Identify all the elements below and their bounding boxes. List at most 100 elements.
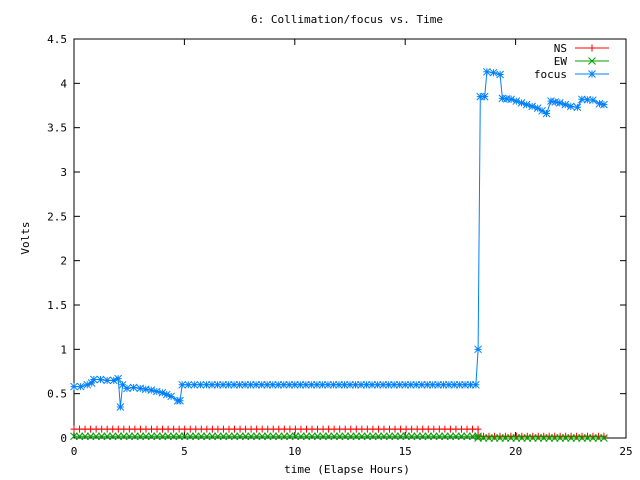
legend-marker-ew	[588, 57, 596, 65]
data-point	[466, 380, 475, 389]
data-point	[191, 432, 200, 441]
data-point	[136, 432, 145, 441]
series-ns	[70, 425, 608, 440]
data-point	[412, 380, 421, 389]
legend-label-ns: NS	[554, 42, 567, 55]
data-point	[413, 432, 422, 441]
data-point	[457, 432, 466, 441]
data-point	[246, 380, 255, 389]
series-focus	[70, 67, 608, 411]
data-point	[108, 432, 117, 441]
data-point	[119, 432, 128, 441]
data-point	[208, 432, 217, 441]
data-point	[435, 432, 444, 441]
data-point	[118, 380, 127, 389]
data-point	[70, 432, 78, 441]
data-point	[184, 380, 193, 389]
y-tick-label: 0	[60, 432, 67, 445]
data-point	[390, 380, 399, 389]
data-point	[528, 434, 537, 442]
data-point	[418, 432, 427, 441]
data-point	[401, 380, 410, 389]
series-line-focus	[74, 71, 605, 408]
data-point	[428, 380, 437, 389]
data-point	[351, 380, 360, 389]
data-point	[572, 434, 581, 442]
y-tick-label: 3.5	[47, 122, 67, 135]
data-point	[90, 375, 98, 384]
data-point	[507, 434, 515, 442]
data-point	[600, 100, 608, 109]
data-point	[263, 380, 272, 389]
data-point	[335, 432, 344, 441]
data-point	[600, 434, 608, 442]
data-point	[346, 380, 354, 389]
data-point	[279, 380, 288, 389]
data-point	[385, 432, 394, 441]
data-point	[109, 376, 118, 385]
data-point	[142, 432, 150, 441]
y-tick-label: 1	[60, 343, 67, 356]
data-point	[561, 100, 570, 109]
data-point	[551, 98, 560, 106]
data-point	[538, 106, 546, 115]
data-point	[236, 432, 244, 441]
data-point	[318, 380, 327, 389]
data-point	[595, 99, 604, 108]
data-point	[219, 432, 228, 441]
data-point	[213, 380, 222, 389]
data-point	[380, 432, 388, 441]
data-point	[577, 95, 586, 104]
data-point	[479, 434, 488, 442]
data-point	[324, 380, 332, 389]
data-point	[164, 432, 172, 441]
chart-title: 6: Collimation/focus vs. Time	[251, 13, 443, 26]
data-point	[97, 432, 106, 441]
data-point	[483, 67, 491, 76]
data-point	[547, 97, 555, 105]
data-point	[578, 434, 586, 442]
y-tick-label: 0.5	[47, 388, 67, 401]
x-axis-label: time (Elapse Hours)	[284, 463, 410, 476]
data-point	[583, 434, 592, 442]
data-point	[468, 432, 477, 441]
data-point	[87, 379, 96, 387]
data-point	[556, 434, 564, 442]
data-point	[496, 434, 504, 442]
data-point	[247, 432, 255, 441]
data-point	[280, 432, 289, 441]
data-point	[534, 434, 543, 442]
data-point	[489, 68, 498, 77]
data-point	[335, 380, 343, 389]
data-point	[116, 403, 125, 411]
data-point	[455, 380, 464, 389]
legend-marker-focus	[588, 70, 596, 78]
data-point	[136, 384, 145, 393]
data-point	[330, 432, 339, 441]
data-point	[241, 432, 250, 441]
data-point	[268, 380, 277, 389]
y-tick-label: 3	[60, 166, 67, 179]
data-point	[329, 380, 338, 389]
data-point	[307, 380, 316, 389]
data-point	[81, 432, 89, 441]
y-axis-label: Volts	[19, 221, 32, 254]
plot-frame	[73, 38, 627, 439]
data-point	[131, 432, 139, 441]
data-point	[440, 432, 449, 441]
data-point	[474, 434, 482, 442]
data-point	[285, 380, 294, 389]
data-point	[340, 380, 349, 389]
data-point	[70, 382, 78, 391]
data-point	[573, 103, 582, 112]
data-point	[225, 432, 233, 441]
data-point	[594, 434, 603, 442]
data-point	[589, 96, 597, 105]
data-point	[202, 432, 211, 441]
data-point	[423, 380, 432, 389]
data-point	[230, 380, 238, 389]
data-point	[341, 432, 350, 441]
series-line-ew	[74, 435, 604, 439]
data-point	[463, 432, 471, 441]
